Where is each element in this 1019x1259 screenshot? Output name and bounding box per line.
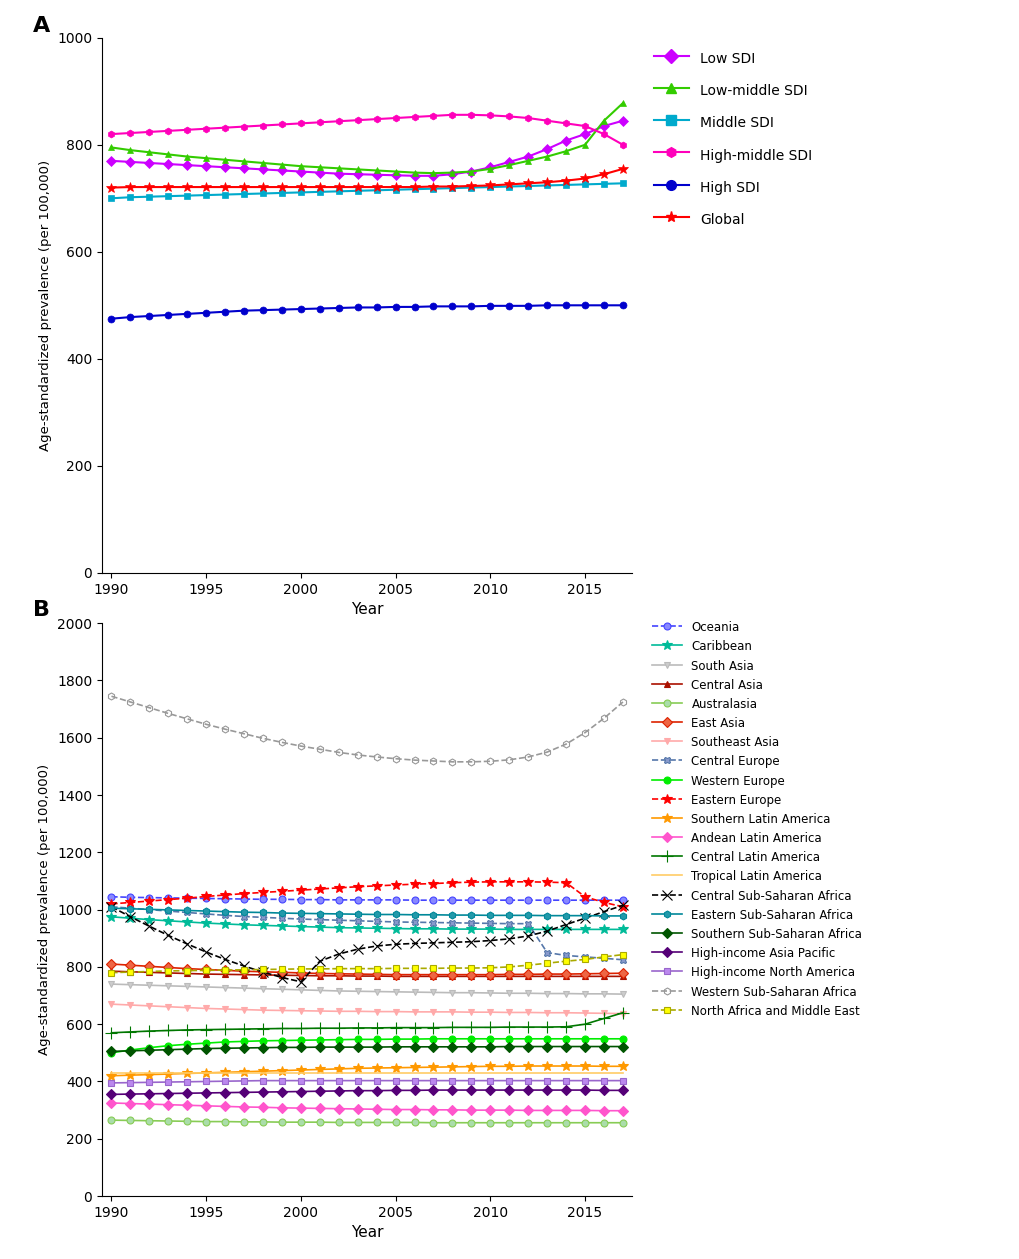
Legend: Oceania, Caribbean, South Asia, Central Asia, Australasia, East Asia, Southeast : Oceania, Caribbean, South Asia, Central … — [648, 618, 865, 1021]
X-axis label: Year: Year — [351, 1225, 383, 1240]
Text: B: B — [33, 601, 50, 621]
Y-axis label: Age-standardized prevalence (per 100,000): Age-standardized prevalence (per 100,000… — [39, 764, 51, 1055]
Legend: Low SDI, Low-middle SDI, Middle SDI, High-middle SDI, High SDI, Global: Low SDI, Low-middle SDI, Middle SDI, Hig… — [649, 45, 815, 233]
Y-axis label: Age-standardized prevalence (per 100,000): Age-standardized prevalence (per 100,000… — [39, 160, 52, 451]
Text: A: A — [33, 16, 50, 37]
X-axis label: Year: Year — [351, 602, 383, 617]
